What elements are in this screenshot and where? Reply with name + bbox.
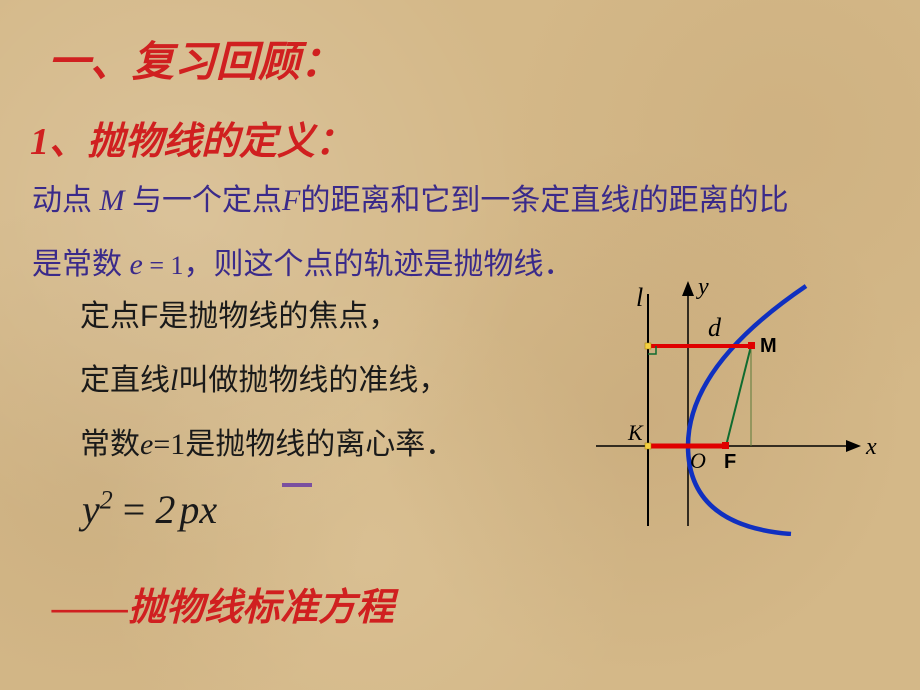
formula-eq: = bbox=[123, 487, 156, 532]
point-K bbox=[645, 443, 651, 449]
text: 的距离和它到一条定直线 bbox=[300, 184, 630, 217]
formula-exp: 2 bbox=[100, 486, 113, 515]
section-title: 一、复习回顾： bbox=[48, 28, 342, 89]
formula-2px: 2px bbox=[155, 487, 217, 532]
subsection-title: 1、抛物线的定义： bbox=[30, 110, 353, 165]
eq-text: =1 bbox=[153, 428, 185, 461]
var-F: F bbox=[282, 184, 300, 217]
text: 定点 bbox=[80, 300, 140, 333]
text: 常数 bbox=[80, 428, 140, 461]
text: 是抛物线的离心率． bbox=[185, 428, 455, 461]
text: 是抛物线的焦点， bbox=[158, 300, 398, 333]
label-x: x bbox=[865, 434, 877, 460]
focus-line: 定点F是抛物线的焦点， bbox=[80, 290, 600, 344]
text: 叫做抛物线的准线， bbox=[178, 364, 448, 397]
text: 与一个定点 bbox=[125, 184, 283, 217]
eq-text: = 1 bbox=[143, 251, 184, 280]
properties-paragraph: 定点F是抛物线的焦点， 定直线l叫做抛物线的准线， 常数e=1是抛物线的离心率． bbox=[80, 290, 600, 472]
label-K: K bbox=[627, 420, 644, 445]
point-M bbox=[748, 342, 755, 349]
mf-line bbox=[726, 346, 751, 446]
text: ，则这个点的轨迹是抛物线． bbox=[184, 248, 574, 281]
eccentricity-line: 常数e=1是抛物线的离心率． bbox=[80, 418, 600, 472]
var-l: l bbox=[630, 184, 638, 217]
directrix-line: 定直线l叫做抛物线的准线， bbox=[80, 354, 600, 408]
definition-line-1: 动点 M 与一个定点F的距离和它到一条定直线l的距离的比 bbox=[32, 174, 892, 228]
text: 是常数 bbox=[32, 248, 130, 281]
definition-paragraph: 动点 M 与一个定点F的距离和它到一条定直线l的距离的比 是常数 e = 1，则… bbox=[32, 174, 892, 292]
label-M: M bbox=[760, 335, 777, 357]
formula-y: y bbox=[82, 487, 100, 532]
standard-equation: y2 = 2px bbox=[82, 474, 217, 546]
parabola-diagram: y x l d K O F M bbox=[576, 276, 886, 536]
text: 动点 bbox=[32, 184, 100, 217]
var-M: M bbox=[100, 184, 125, 217]
proj-point bbox=[645, 343, 651, 349]
accent-dash bbox=[282, 483, 312, 487]
var-F: F bbox=[140, 300, 158, 333]
var-e: e bbox=[130, 248, 143, 281]
label-y: y bbox=[696, 276, 709, 300]
label-d: d bbox=[708, 313, 722, 342]
label-l: l bbox=[636, 283, 643, 312]
label-O: O bbox=[690, 448, 706, 473]
text: 定直线 bbox=[80, 364, 170, 397]
point-F bbox=[722, 442, 729, 449]
var-e: e bbox=[140, 428, 153, 461]
text: 的距离的比 bbox=[639, 184, 789, 217]
parabola-curve bbox=[688, 286, 806, 534]
label-F: F bbox=[724, 451, 736, 473]
conclusion-title: ——抛物线标准方程 bbox=[52, 576, 394, 631]
